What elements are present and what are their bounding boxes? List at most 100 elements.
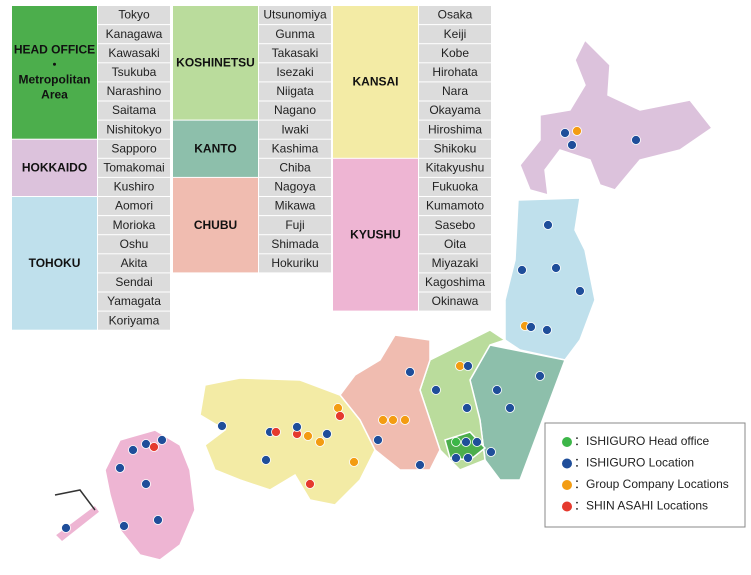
city-cell [98, 82, 170, 101]
location-dot [451, 437, 461, 447]
location-dot [335, 411, 345, 421]
location-dot [461, 437, 471, 447]
location-dot [217, 421, 227, 431]
region-name: TOHOKU [29, 256, 81, 270]
location-dot [472, 437, 482, 447]
city-name: Hokuriku [271, 256, 318, 270]
location-dot [61, 523, 71, 533]
location-dot [492, 385, 502, 395]
city-name: Fuji [285, 218, 304, 232]
city-cell [259, 139, 331, 158]
city-cell [419, 292, 491, 311]
city-cell [98, 197, 170, 216]
region-block [12, 6, 97, 139]
city-name: Kagoshima [425, 275, 485, 289]
city-name: Tokyo [118, 8, 150, 22]
legend-box [544, 422, 746, 528]
city-cell [98, 216, 170, 235]
city-cell [259, 82, 331, 101]
location-dot [261, 455, 271, 465]
city-cell [419, 63, 491, 82]
location-dot [153, 515, 163, 525]
location-dot [322, 429, 332, 439]
region-name: Area [41, 88, 68, 102]
legend-dot [562, 437, 572, 447]
location-dot [315, 437, 325, 447]
city-cell [98, 273, 170, 292]
city-name: Kobe [441, 46, 469, 60]
legend-label: ：Group Company Locations [574, 477, 729, 491]
location-dot [542, 325, 552, 335]
location-dot [349, 457, 359, 467]
city-cell [259, 235, 331, 254]
location-dot [157, 435, 167, 445]
location-dot [378, 415, 388, 425]
location-dot [119, 521, 129, 531]
map [53, 38, 714, 561]
region-block [333, 158, 418, 311]
city-name: Saitama [112, 103, 156, 117]
region-name: KOSHINETSU [176, 55, 255, 69]
city-name: Morioka [113, 218, 156, 232]
city-name: Nagoya [274, 180, 316, 194]
region-block [173, 6, 258, 120]
city-name: Takasaki [272, 46, 319, 60]
city-cell [98, 292, 170, 311]
city-cell [98, 139, 170, 158]
city-name: Sapporo [111, 141, 157, 155]
city-cell [259, 6, 331, 25]
city-cell [98, 63, 170, 82]
region-block [12, 197, 97, 330]
region-block [12, 139, 97, 196]
region-block [333, 6, 418, 158]
city-name: Okinawa [432, 294, 479, 308]
city-cell [259, 63, 331, 82]
region-name: ・ [48, 58, 60, 72]
location-dot [415, 460, 425, 470]
city-name: Oita [444, 237, 466, 251]
tohoku-shape [504, 197, 596, 361]
city-cell [98, 235, 170, 254]
city-cell [419, 254, 491, 273]
location-dot [535, 371, 545, 381]
city-cell [419, 6, 491, 25]
city-cell [419, 120, 491, 139]
city-name: Kanagawa [106, 27, 163, 41]
location-dot [631, 135, 641, 145]
location-dot [462, 403, 472, 413]
city-name: Kitakyushu [426, 161, 485, 175]
location-dots [61, 126, 641, 533]
legend-dot [562, 480, 572, 490]
city-name: Keiji [444, 27, 467, 41]
location-dot [292, 422, 302, 432]
city-cell [259, 254, 331, 273]
city-cell [419, 101, 491, 120]
location-dot [303, 431, 313, 441]
location-dot [505, 403, 515, 413]
city-cell [98, 177, 170, 196]
city-cell [259, 25, 331, 44]
okinawa-shape [53, 503, 102, 544]
city-name: Nagano [274, 103, 316, 117]
city-name: Narashino [107, 84, 162, 98]
city-cell [419, 273, 491, 292]
city-cell [259, 197, 331, 216]
region-block [173, 177, 258, 273]
legend-dot [562, 501, 572, 512]
city-cell [259, 158, 331, 177]
city-cell [259, 177, 331, 196]
kansai-shape [199, 377, 376, 506]
region-name: HOKKAIDO [22, 161, 87, 175]
city-name: Kashima [272, 141, 319, 155]
city-cell [259, 216, 331, 235]
location-dot [526, 322, 536, 332]
city-name: Nishitokyo [106, 122, 162, 136]
city-name: Sasebo [435, 218, 476, 232]
city-name: Hirohata [432, 65, 478, 79]
location-dot [388, 415, 398, 425]
location-dot [567, 140, 577, 150]
city-name: Kawasaki [108, 46, 159, 60]
city-name: Tsukuba [112, 65, 157, 79]
location-dot [405, 367, 415, 377]
